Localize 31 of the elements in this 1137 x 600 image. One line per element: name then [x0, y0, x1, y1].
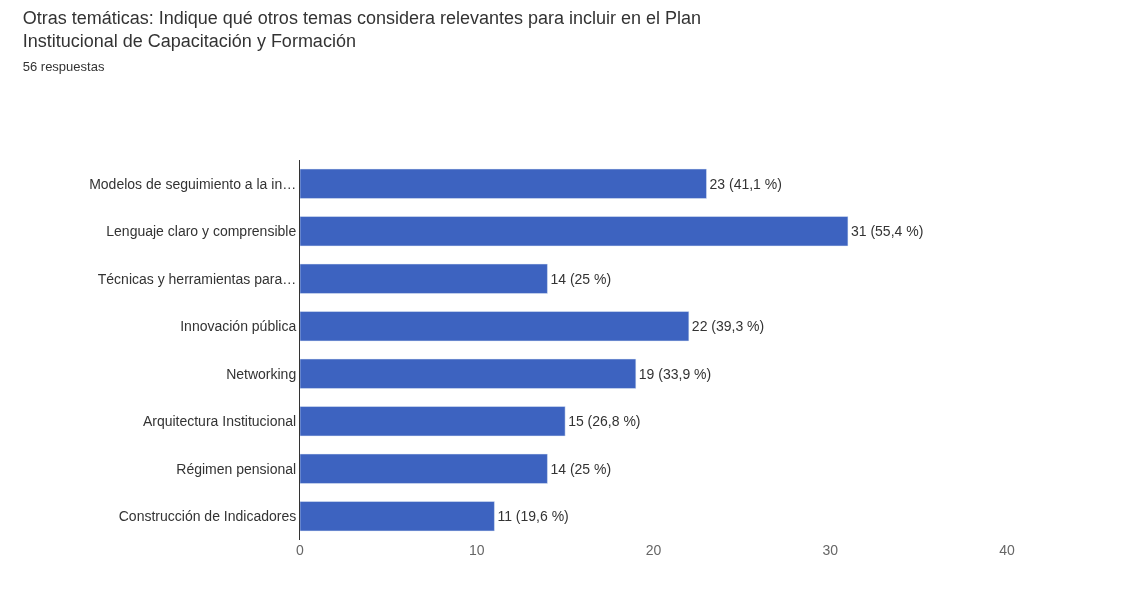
bar [300, 406, 566, 437]
x-tick-label: 0 [296, 542, 305, 558]
x-tick-label: 30 [822, 542, 839, 558]
y-tick-label: Lenguaje claro y comprensible [106, 223, 297, 240]
data-label: 31 (55,4 %) [850, 223, 924, 240]
x-tick-label: 20 [645, 542, 662, 558]
bar [300, 168, 707, 199]
y-tick-label: Modelos de seguimiento a la in… [89, 175, 297, 192]
data-label: 14 (25 %) [550, 270, 612, 287]
data-label: 14 (25 %) [550, 460, 612, 477]
y-tick-label: Técnicas y herramientas para… [97, 270, 297, 287]
bar [300, 501, 495, 532]
y-tick-label: Régimen pensional [176, 460, 297, 477]
bar [300, 263, 548, 294]
y-tick-label: Innovación pública [180, 318, 297, 335]
data-label: 11 (19,6 %) [497, 508, 569, 525]
bar [300, 216, 849, 247]
data-label: 23 (41,1 %) [709, 175, 782, 192]
bar [300, 453, 548, 484]
x-tick-label: 40 [999, 542, 1015, 558]
x-tick-label: 10 [468, 542, 485, 558]
bar [300, 311, 690, 342]
y-tick-label: Construcción de Indicadores [118, 508, 297, 525]
data-label: 22 (39,3 %) [691, 318, 765, 335]
data-label: 15 (26,8 %) [568, 413, 641, 430]
bar [300, 358, 637, 389]
text: 56 respuestas [22, 58, 105, 74]
chart-title: Otras temáticas: Indique qué otros temas considera relevantes para incluir en el Plan Institucional de Capacitación y Formación [22, 8, 702, 52]
y-tick-label: Networking [226, 365, 297, 382]
data-label: 19 (33,9 %) [638, 365, 712, 382]
y-tick-label: Arquitectura Institucional [142, 413, 297, 430]
